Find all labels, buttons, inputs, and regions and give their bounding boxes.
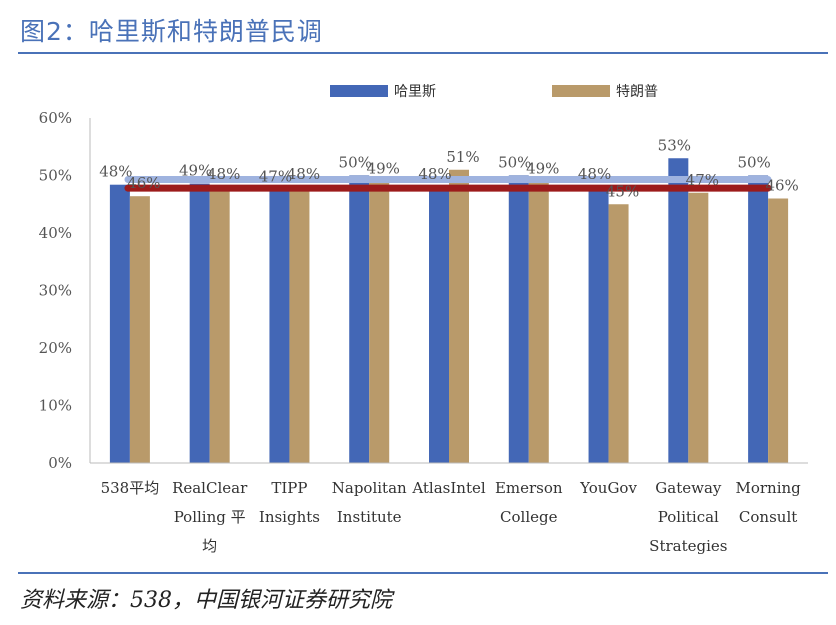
data-label: 50% [737, 154, 770, 172]
data-label: 49% [526, 159, 559, 177]
x-tick-label: Napolitan Institute [332, 479, 407, 526]
bar-trump [289, 187, 310, 463]
x-tick-label: 538平均 [101, 479, 160, 497]
data-label: 49% [179, 162, 212, 180]
data-label: 46% [765, 177, 798, 195]
y-tick-label: 40% [39, 224, 72, 242]
y-tick-label: 50% [39, 167, 72, 185]
bar-trump [369, 181, 390, 463]
y-tick-label: 20% [39, 339, 72, 357]
data-labels: 48% 49% 47%50%48%50%48%53%50%46%48% 48% 49%5… [99, 136, 799, 200]
reference-lines [124, 176, 772, 192]
data-label: 48% [418, 165, 451, 183]
data-label: 50% [339, 154, 372, 172]
bar-trump [209, 187, 230, 463]
page-title: 图2：哈里斯和特朗普民调 [20, 17, 323, 46]
bar-harris [668, 158, 689, 463]
legend-swatch-harris [330, 85, 388, 97]
bar-trump [768, 198, 789, 463]
y-axis: 0% 10% 20% 30% 40% 50% 60% [39, 109, 91, 472]
bar-trump [608, 204, 629, 463]
footer-divider [18, 572, 828, 574]
y-tick-label: 30% [39, 282, 72, 300]
bar-chart: 哈里斯 特朗普 0%10%20%30%40%50%60% 48% 49% 47%50%… [39, 84, 808, 555]
x-tick-label: Gateway Political Strategies [649, 479, 727, 555]
bar-harris [508, 175, 529, 463]
data-label: 48% [207, 165, 240, 183]
legend-swatch-trump [552, 85, 610, 97]
data-label: 50% [498, 154, 531, 172]
y-tick-label: 10% [39, 397, 72, 415]
bar-series [109, 158, 789, 464]
x-tick-label: AtlasIntel [411, 479, 486, 497]
data-label: 51% [446, 148, 479, 166]
x-tick-label: RealClear Polling 平均 [172, 479, 248, 555]
legend-label-trump: 特朗普 [616, 84, 658, 100]
bar-harris [349, 175, 370, 463]
title-divider [18, 52, 828, 54]
bar-trump [688, 192, 709, 463]
bar-trump [129, 196, 150, 463]
y-tick-label: 60% [39, 109, 72, 127]
data-label: 49% [367, 159, 400, 177]
legend-label-harris: 哈里斯 [394, 84, 436, 100]
x-tick-label: YouGov [579, 479, 637, 497]
bar-harris [588, 187, 609, 463]
bar-harris [748, 175, 769, 463]
bar-harris [189, 183, 210, 464]
data-label: 48% [99, 163, 132, 181]
data-label: 53% [658, 136, 691, 154]
bar-harris [109, 184, 130, 463]
data-label: 47% [686, 171, 719, 189]
x-tick-label: Morning Consult [735, 479, 801, 526]
data-label: 45% [606, 182, 639, 200]
bar-harris [269, 189, 290, 464]
bar-trump [449, 169, 469, 463]
data-label: 47% [259, 167, 292, 185]
source-note: 资料来源：538，中国银河证券研究院 [20, 588, 392, 613]
y-tick-label: 0% [48, 454, 72, 472]
data-label: 48% [578, 165, 611, 183]
x-tick-label: Emerson College [495, 479, 563, 526]
x-tick-label: TIPP Insights [259, 479, 320, 526]
chart-legend: 哈里斯 特朗普 [330, 84, 658, 100]
data-label: 48% [287, 165, 320, 183]
data-label: 46% [127, 174, 160, 192]
bar-harris [429, 187, 449, 463]
bar-trump [528, 181, 549, 463]
